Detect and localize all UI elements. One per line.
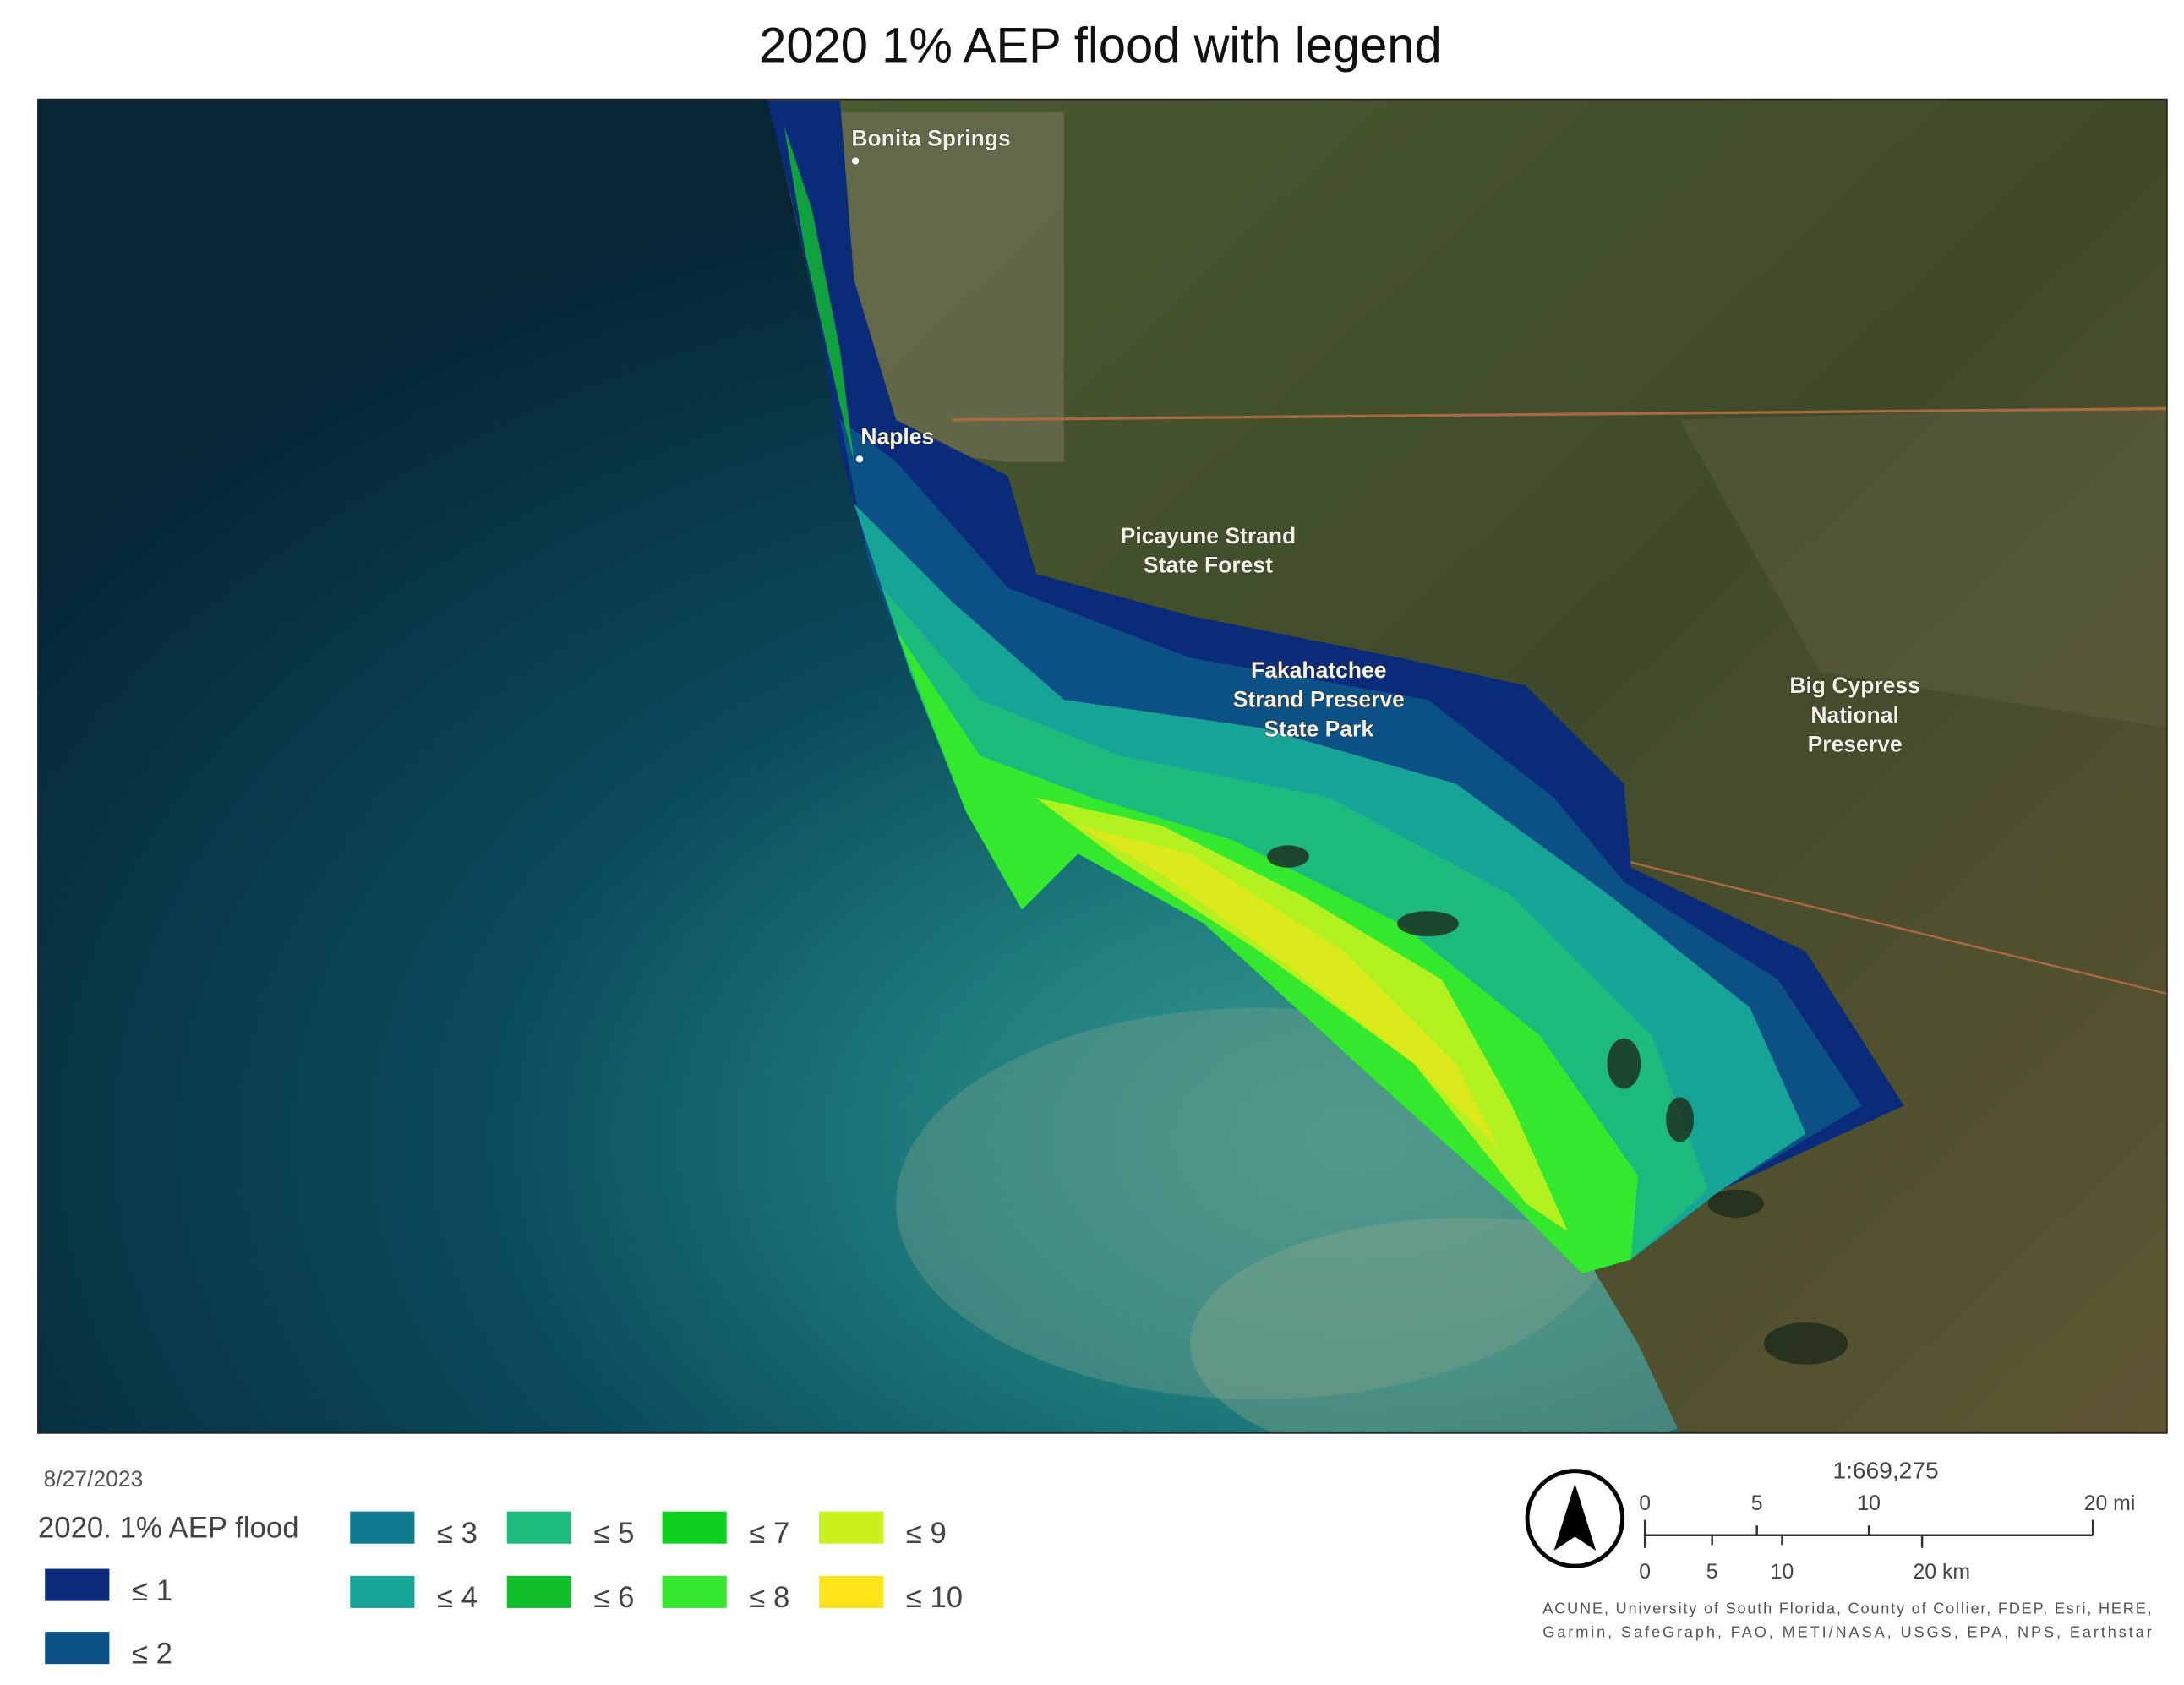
- place-label: State Park: [1264, 717, 1374, 742]
- legend-label: ≤ 4: [437, 1582, 478, 1614]
- place-label: Preserve: [1808, 732, 1903, 757]
- scale-label-mi: 0: [1639, 1492, 1651, 1515]
- map-image: [37, 99, 2167, 1433]
- map-frame: [37, 98, 2168, 1434]
- scale-label-mi: 10: [1857, 1492, 1881, 1515]
- legend-label: ≤ 9: [906, 1518, 947, 1550]
- legend-label: ≤ 8: [749, 1582, 789, 1614]
- legend-label: ≤ 7: [749, 1518, 789, 1550]
- scale-label-km: 10: [1771, 1561, 1794, 1584]
- attribution: Garmin, SafeGraph, FAO, METI/NASA, USGS,…: [1542, 1624, 2151, 1641]
- place-label: Big Cypress: [1789, 673, 1920, 698]
- legend-swatch: [45, 1568, 110, 1601]
- legend-title: 2020. 1% AEP flood: [38, 1512, 299, 1544]
- place-label: Fakahatchee: [1251, 657, 1386, 683]
- legend-label: ≤ 5: [593, 1518, 634, 1550]
- scale-label-mi: 5: [1751, 1492, 1763, 1515]
- legend-swatch: [506, 1511, 571, 1544]
- legend-label: ≤ 3: [437, 1518, 478, 1550]
- scale-label-mi: 20 mi: [2084, 1492, 2136, 1515]
- legend-swatch: [350, 1575, 415, 1608]
- legend-swatch: [506, 1575, 571, 1608]
- legend-label: ≤ 6: [593, 1582, 634, 1614]
- legend-swatch: [662, 1511, 727, 1544]
- legend-swatch: [819, 1511, 884, 1544]
- place-label: State Forest: [1144, 553, 1273, 578]
- place-label: Picayune Strand: [1121, 523, 1297, 548]
- scale-ratio: 1:669,275: [1832, 1458, 1938, 1484]
- scale-label-km: 20 km: [1913, 1561, 1970, 1584]
- north-arrow: [1525, 1469, 1625, 1568]
- scale-label-km: 5: [1706, 1561, 1718, 1584]
- legend-label: ≤ 1: [132, 1575, 172, 1607]
- legend-label: ≤ 10: [906, 1582, 963, 1614]
- place-label: National: [1810, 702, 1898, 728]
- place-label: Naples: [860, 423, 934, 449]
- legend-swatch: [819, 1575, 884, 1608]
- attribution: ACUNE, University of South Florida, Coun…: [1542, 1600, 2151, 1617]
- map-date: 8/27/2023: [44, 1466, 144, 1491]
- place-label: Bonita Springs: [851, 126, 1010, 151]
- legend-swatch: [45, 1632, 110, 1665]
- legend-label: ≤ 2: [132, 1638, 172, 1670]
- scale-label-km: 0: [1639, 1561, 1651, 1584]
- scale-bar: [1643, 1519, 2094, 1548]
- map-title: 2020 1% AEP flood with legend: [759, 19, 1442, 73]
- legend-swatch: [350, 1511, 415, 1544]
- place-label: Strand Preserve: [1233, 687, 1405, 712]
- legend-swatch: [662, 1575, 727, 1608]
